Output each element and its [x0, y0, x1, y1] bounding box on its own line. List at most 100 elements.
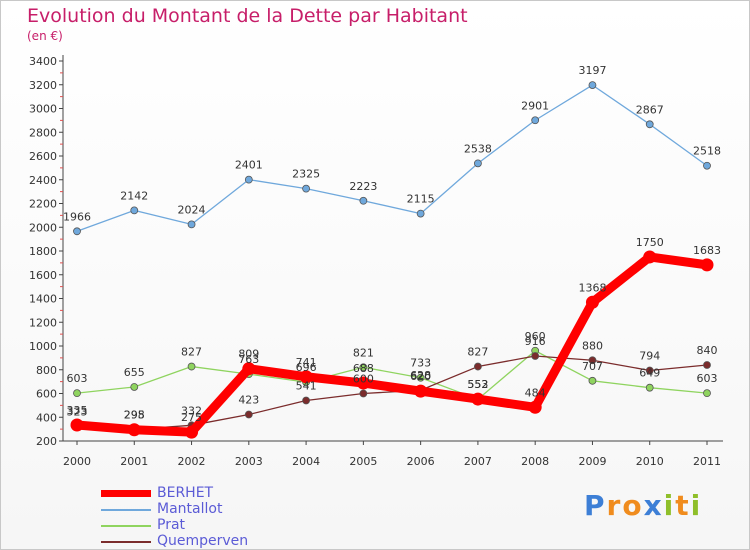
y-tick-label: 1600	[29, 269, 57, 282]
x-tick-label: 2010	[636, 455, 664, 468]
data-label: 603	[697, 372, 718, 385]
data-point	[359, 363, 368, 372]
data-label: 827	[467, 346, 488, 359]
data-label: 323	[67, 405, 88, 418]
x-tick-label: 2003	[235, 455, 263, 468]
data-label: 2142	[120, 189, 148, 202]
data-label: 2115	[407, 193, 435, 206]
proxiti-logo: Proxiti	[584, 489, 702, 522]
data-point	[528, 400, 542, 414]
series-line-berhet	[72, 252, 712, 437]
y-tick-label: 1000	[29, 340, 57, 353]
data-label: 3197	[578, 64, 606, 77]
data-label: 809	[238, 348, 259, 361]
data-label: 541	[296, 380, 317, 393]
legend-swatch	[101, 509, 151, 511]
data-point	[70, 418, 84, 432]
data-label: 2401	[235, 159, 263, 172]
data-label: 655	[124, 366, 145, 379]
legend-swatch	[101, 541, 151, 543]
data-point	[703, 361, 711, 369]
series-line-quemperven	[76, 355, 708, 431]
data-label: 916	[525, 335, 546, 348]
logo-letter: r	[606, 489, 623, 522]
data-label: 1368	[578, 281, 606, 294]
data-label: 2518	[693, 145, 721, 158]
y-tick-label: 2600	[29, 150, 57, 163]
chart-title: Evolution du Montant de la Dette par Hab…	[27, 5, 468, 27]
data-label: 794	[639, 349, 660, 362]
legend-label: Quemperven	[157, 533, 249, 549]
x-tick-label: 2008	[521, 455, 549, 468]
x-tick-label: 2006	[407, 455, 435, 468]
series-line-mantallot	[76, 84, 708, 232]
y-tick-label: 3000	[29, 103, 57, 116]
data-label: 2325	[292, 168, 320, 181]
y-tick-label: 2200	[29, 198, 57, 211]
data-point	[302, 396, 310, 405]
legend-swatch	[101, 490, 151, 497]
data-point	[359, 389, 368, 398]
data-point	[302, 184, 310, 193]
legend-label: Prat	[157, 517, 186, 533]
y-tick-label: 1800	[29, 245, 57, 258]
data-label: 960	[525, 330, 546, 343]
data-label: 2223	[349, 180, 377, 193]
data-point	[187, 220, 196, 229]
data-label: 275	[181, 411, 202, 424]
data-label: 2901	[521, 99, 549, 112]
data-label: 335	[67, 404, 88, 417]
x-tick-label: 2004	[292, 455, 320, 468]
data-label: 298	[124, 408, 145, 421]
data-label: 2538	[464, 142, 492, 155]
data-label: 1966	[63, 210, 91, 223]
data-point	[130, 206, 139, 215]
x-tick-label: 2002	[178, 455, 206, 468]
y-tick-label: 2800	[29, 126, 57, 139]
data-label: 552	[467, 378, 488, 391]
data-point	[187, 362, 196, 371]
data-label: 821	[353, 346, 374, 359]
data-label: 827	[181, 346, 202, 359]
data-label: 1750	[636, 236, 664, 249]
logo-letter: i	[663, 489, 676, 522]
y-tick-label: 400	[36, 411, 57, 424]
data-point	[588, 356, 597, 365]
data-point	[130, 383, 139, 391]
y-tick-label: 1400	[29, 293, 57, 306]
data-point	[242, 362, 256, 376]
data-label: 484	[525, 386, 546, 399]
x-tick-label: 2001	[120, 455, 148, 468]
data-point	[414, 384, 428, 398]
data-label: 423	[238, 394, 259, 407]
data-point	[645, 120, 654, 129]
data-point	[73, 389, 81, 398]
data-point	[643, 250, 657, 264]
data-label: 763	[238, 353, 259, 366]
data-point	[299, 370, 313, 384]
data-label: 688	[353, 362, 374, 375]
legend-swatch	[101, 525, 151, 527]
data-label: 603	[67, 372, 88, 385]
data-point	[588, 376, 597, 385]
logo-letter: t	[675, 489, 691, 522]
x-tick-label: 2011	[693, 455, 721, 468]
data-point	[359, 196, 368, 205]
data-point	[703, 161, 711, 170]
y-tick-label: 600	[36, 388, 57, 401]
x-tick-label: 2005	[349, 455, 377, 468]
data-point	[703, 389, 711, 398]
data-point	[700, 258, 714, 272]
data-point	[474, 362, 482, 371]
y-tick-label: 3200	[29, 79, 57, 92]
data-label: 2024	[178, 203, 206, 216]
data-point	[474, 159, 482, 168]
x-tick-label: 2007	[464, 455, 492, 468]
data-label: 1683	[693, 244, 721, 257]
data-label: 840	[697, 344, 718, 357]
data-label: 880	[582, 339, 603, 352]
data-point	[244, 175, 253, 184]
x-tick-label: 2000	[63, 455, 91, 468]
